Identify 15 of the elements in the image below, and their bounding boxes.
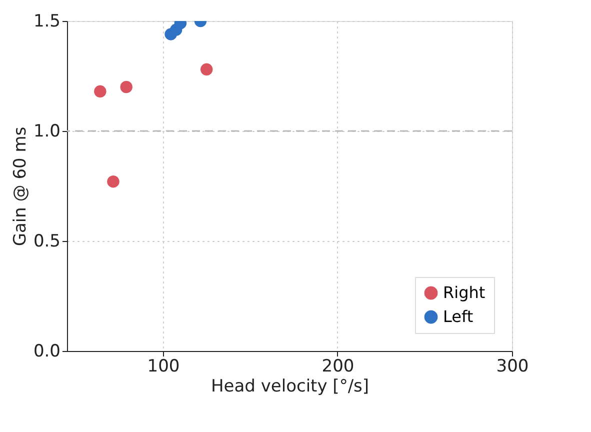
y-tick-label: 0.0	[33, 342, 60, 362]
x-tick-label: 300	[496, 356, 529, 376]
x-tick-label: 100	[147, 356, 180, 376]
point	[107, 175, 120, 188]
y-axis-title: Gain @ 60 ms	[10, 126, 30, 246]
x-axis-title: Head velocity [°/s]	[210, 376, 370, 396]
legend-label: Right	[443, 283, 486, 302]
point	[94, 85, 106, 98]
point	[120, 80, 132, 94]
point	[200, 63, 213, 76]
y-tick-label: 1.0	[33, 122, 60, 142]
x-tick-label: 200	[322, 356, 354, 376]
y-tick-label: 0.5	[33, 232, 60, 252]
legend-label: Left	[443, 307, 474, 326]
y-tick-label: 1.5	[33, 12, 60, 32]
